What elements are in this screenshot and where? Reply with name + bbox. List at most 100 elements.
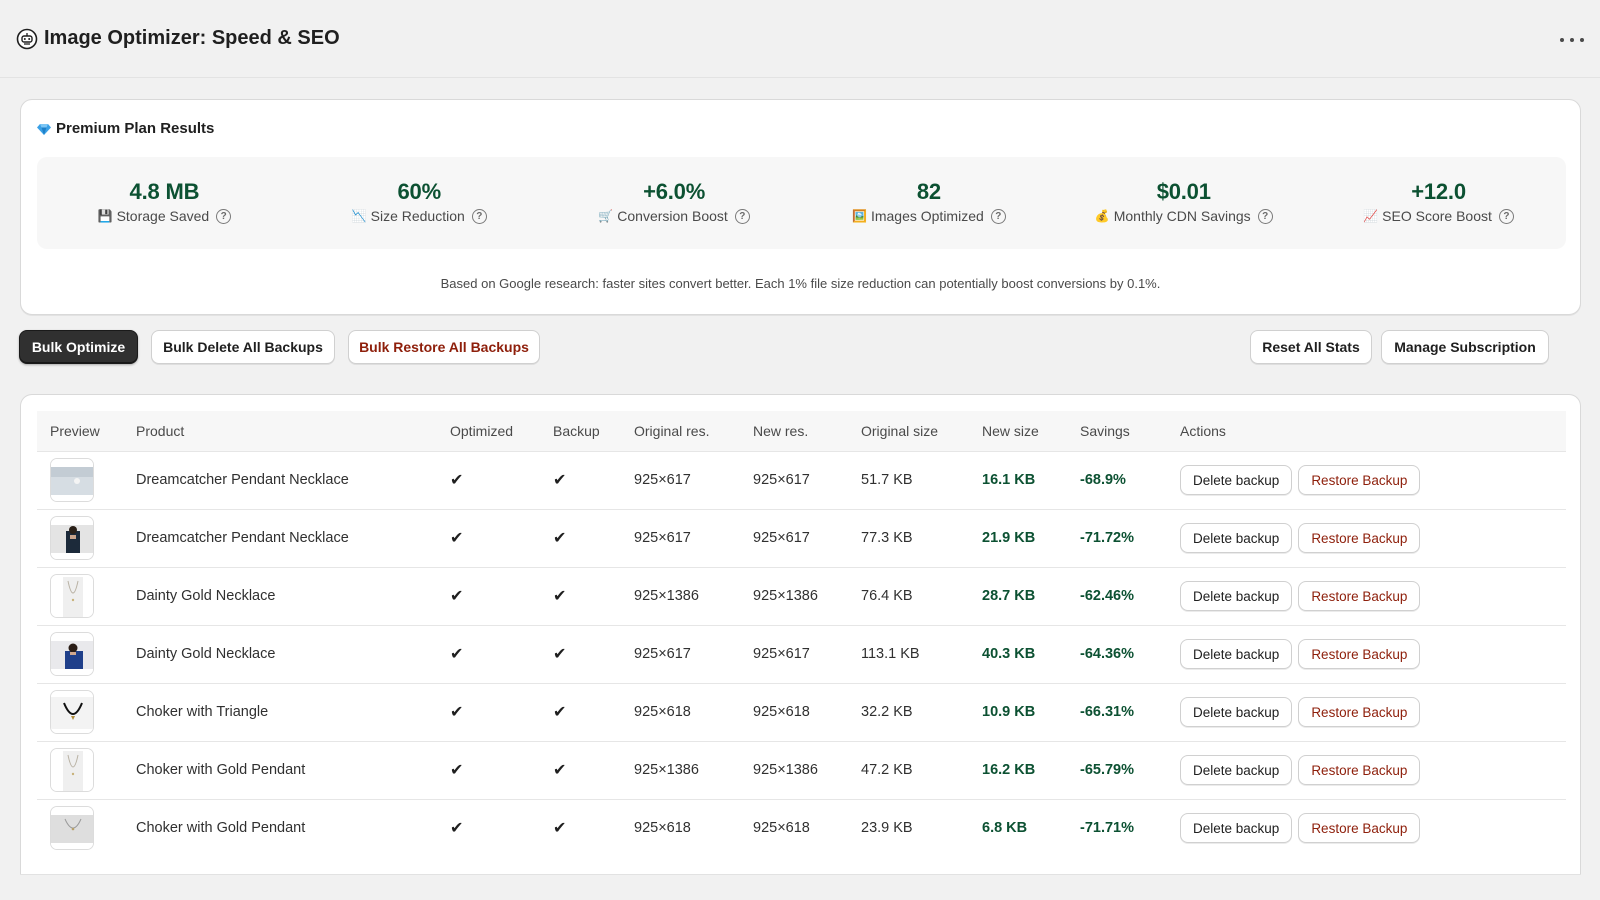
results-card: Premium Plan Results 4.8 MB 💾 Storage Save… [20,99,1581,315]
preview-cell [37,509,123,567]
new-resolution: 925×618 [753,704,810,720]
backup-check-icon: ✔ [553,472,567,489]
manage-subscription-button[interactable]: Manage Subscription [1381,330,1549,364]
actions-cell: Delete backup Restore Backup [1167,451,1566,509]
original-resolution: 925×618 [634,704,691,720]
dot-icon [1570,38,1574,42]
bulk-optimize-button[interactable]: Bulk Optimize [19,330,138,364]
actions-cell: Delete backup Restore Backup [1167,799,1566,857]
delete-backup-button[interactable]: Delete backup [1180,755,1293,785]
actions-cell: Delete backup Restore Backup [1167,625,1566,683]
delete-backup-button[interactable]: Delete backup [1180,813,1293,844]
stat-value: 82 [916,179,941,204]
stats-panel: 4.8 MB 💾 Storage Saved? 60% 📉 Size Reduction?… [37,157,1566,249]
optimized-check-icon: ✔ [450,820,464,838]
delete-backup-button[interactable]: Delete backup [1180,697,1293,727]
new-size: 21.9 KB [982,530,1036,546]
stat-value: $0.01 [1156,179,1211,204]
help-icon[interactable]: ? [990,208,1006,224]
original-resolution: 925×617 [634,646,691,662]
stat-emoji-icon: 🛒 [598,209,614,223]
table-row: Dainty Gold Necklace ✔ ✔ 925×617 925×617 113.… [37,625,1566,683]
help-icon[interactable]: ? [216,208,232,224]
product-name: Choker with Gold Pendant [136,820,306,837]
new-size: 28.7 KB [982,588,1036,604]
restore-backup-button[interactable]: Restore Backup [1298,697,1421,727]
delete-backup-button[interactable]: Delete backup [1180,523,1293,553]
actions-cell: Delete backup Restore Backup [1167,567,1566,625]
column-header: Preview [50,422,100,439]
actions-cell: Delete backup Restore Backup [1167,683,1566,741]
help-icon[interactable]: ? [734,208,750,224]
table-row: Dreamcatcher Pendant Necklace ✔ ✔ 925×617 92… [37,451,1566,509]
stat-item: +6.0% 🛒 Conversion Boost? [547,157,802,249]
optimized-check-icon: ✔ [450,762,464,779]
stat-emoji-icon: 🖼️ [852,209,867,223]
original-size: 47.2 KB [861,762,913,778]
help-icon[interactable]: ? [471,208,487,224]
dot-icon [1580,38,1584,42]
product-thumbnail [50,632,94,676]
restore-backup-button[interactable]: Restore Backup [1298,465,1421,495]
help-icon[interactable]: ? [1257,208,1273,224]
original-size: 23.9 KB [861,820,913,837]
original-resolution: 925×618 [634,820,691,837]
column-header: New size [982,422,1039,439]
new-resolution: 925×618 [753,820,810,837]
restore-backup-button[interactable]: Restore Backup [1298,523,1421,553]
backup-check-icon: ✔ [553,820,567,838]
delete-backup-button[interactable]: Delete backup [1180,581,1293,611]
new-size: 40.3 KB [982,646,1036,662]
new-size: 16.2 KB [982,762,1036,778]
delete-backup-button[interactable]: Delete backup [1180,465,1293,495]
new-size: 16.1 KB [982,472,1036,488]
reset-stats-button[interactable]: Reset All Stats [1250,330,1372,364]
backup-check-icon: ✔ [553,646,567,663]
stat-item: 82 🖼️ Images Optimized? [801,157,1056,249]
preview-cell [37,567,123,625]
backup-check-icon: ✔ [553,704,567,721]
original-size: 77.3 KB [861,530,913,546]
images-table: Preview Product Optimized Backup Original re… [37,411,1566,857]
table-row: Choker with Gold Pendant ✔ ✔ 925×618 925×618… [37,799,1566,857]
product-name: Choker with Gold Pendant [136,762,306,778]
stat-label: SEO Score Boost [1382,208,1492,224]
bulk-delete-backups-button[interactable]: Bulk Delete All Backups [151,330,335,364]
dot-icon [1560,38,1564,42]
product-thumbnail [50,574,94,618]
product-name: Dainty Gold Necklace [136,646,276,662]
column-header: Optimized [450,422,514,439]
product-thumbnail [50,748,94,792]
stat-label-row: 🖼️ Images Optimized? [852,208,1006,224]
new-resolution: 925×617 [753,472,810,488]
gem-icon [37,123,51,135]
more-actions-button[interactable] [1560,34,1584,46]
stat-emoji-icon: 📈 [1363,209,1379,223]
restore-backup-button[interactable]: Restore Backup [1298,755,1421,785]
optimized-check-icon: ✔ [450,704,464,721]
product-thumbnail [50,806,94,851]
actions-cell: Delete backup Restore Backup [1167,741,1566,799]
stat-label: Storage Saved [116,208,210,224]
stat-label-row: 📈 SEO Score Boost? [1363,208,1514,224]
new-size: 10.9 KB [982,704,1036,720]
stat-value: 60% [397,179,442,204]
new-resolution: 925×617 [753,646,810,662]
table-row: Dreamcatcher Pendant Necklace ✔ ✔ 925×617 92… [37,509,1566,567]
restore-backup-button[interactable]: Restore Backup [1298,813,1421,844]
stat-label: Conversion Boost [617,208,728,224]
bulk-restore-backups-button[interactable]: Bulk Restore All Backups [348,330,540,364]
table-row: Dainty Gold Necklace ✔ ✔ 925×1386 925×1386 76… [37,567,1566,625]
stat-value: +12.0 [1411,179,1466,204]
restore-backup-button[interactable]: Restore Backup [1298,639,1421,669]
original-size: 32.2 KB [861,704,913,720]
column-header: Backup [553,422,600,439]
savings: -71.71% [1080,820,1135,837]
product-thumbnail [50,516,94,560]
delete-backup-button[interactable]: Delete backup [1180,639,1293,669]
restore-backup-button[interactable]: Restore Backup [1298,581,1421,611]
help-icon[interactable]: ? [1498,208,1514,224]
results-title: Premium Plan Results [37,120,214,137]
new-resolution: 925×1386 [753,588,818,604]
original-resolution: 925×1386 [634,588,699,604]
